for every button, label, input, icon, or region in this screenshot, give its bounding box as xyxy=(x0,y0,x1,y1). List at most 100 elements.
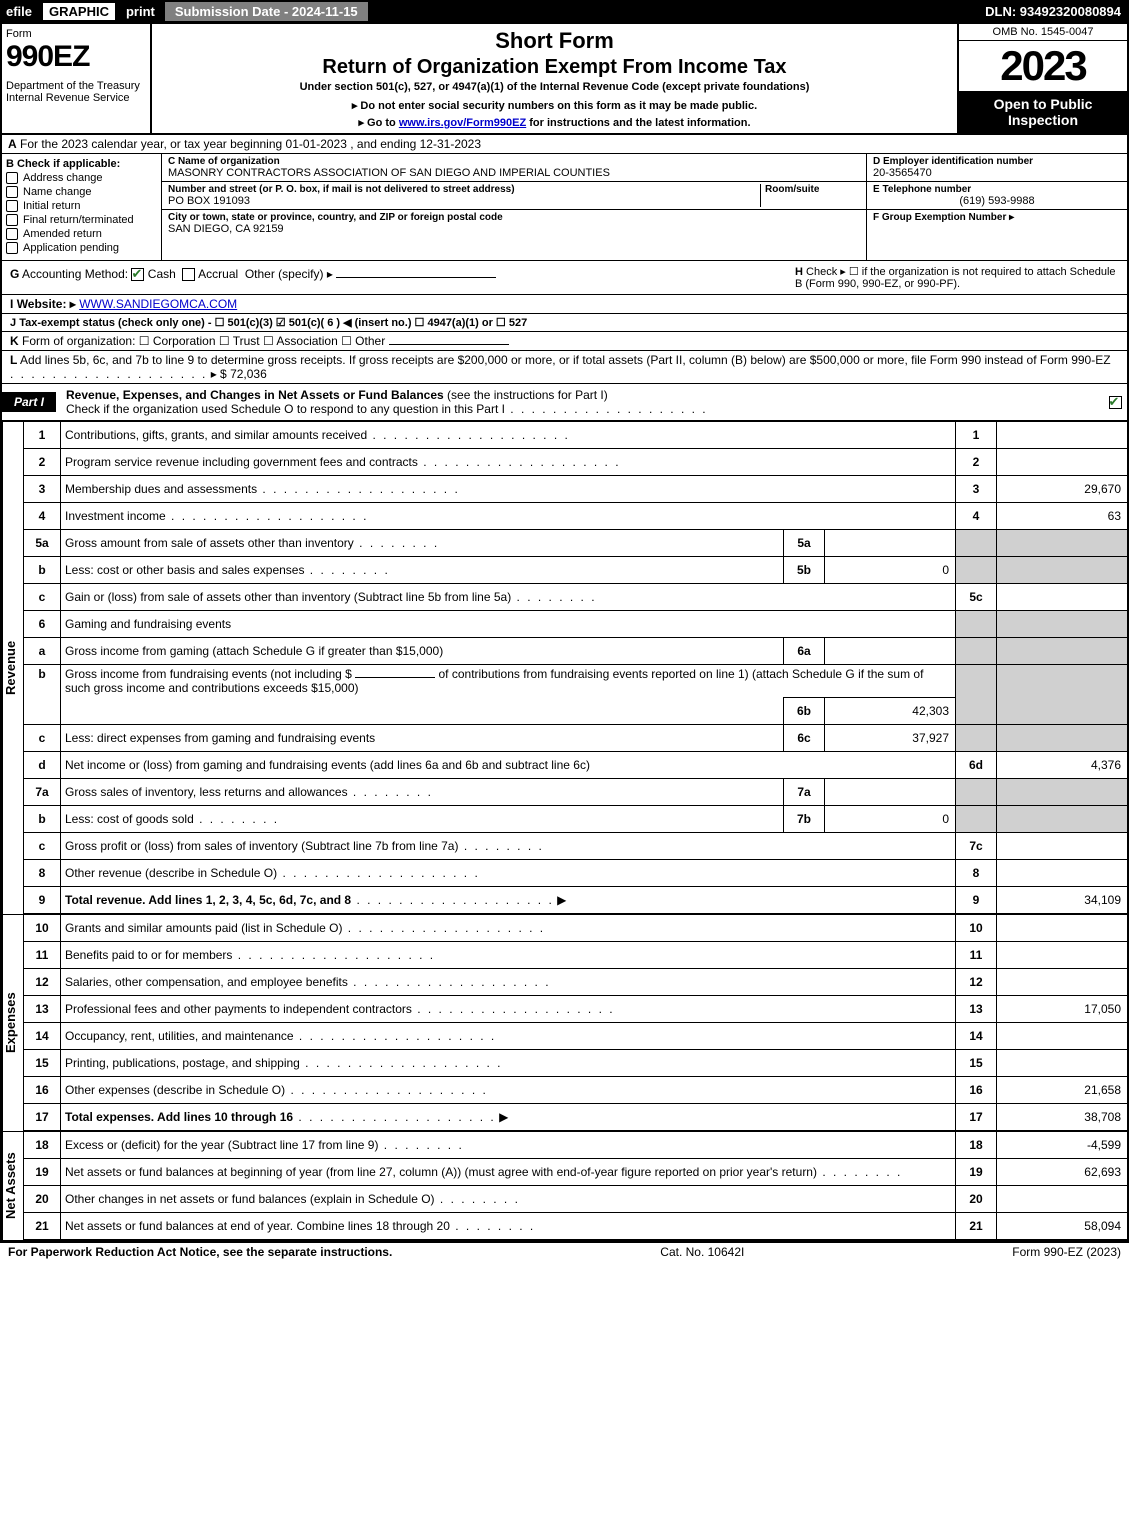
line-16: 16 Other expenses (describe in Schedule … xyxy=(24,1077,1127,1104)
row-a-text: For the 2023 calendar year, or tax year … xyxy=(20,137,481,151)
l2-amt xyxy=(997,449,1128,476)
goto-note: ▸ Go to www.irs.gov/Form990EZ for instru… xyxy=(156,116,953,129)
letter-l: L xyxy=(10,353,17,367)
chk-accrual[interactable] xyxy=(182,268,195,281)
l14-desc: Occupancy, rent, utilities, and maintena… xyxy=(65,1029,294,1043)
dln-label: DLN: 93492320080894 xyxy=(985,4,1129,19)
chk-final-return[interactable]: Final return/terminated xyxy=(6,214,157,226)
l7c-num: c xyxy=(24,833,61,860)
cash-label: Cash xyxy=(148,267,176,281)
row-i: I Website: ▸ WWW.SANDIEGOMCA.COM xyxy=(2,295,1127,314)
row-gh: G Accounting Method: Cash Accrual Other … xyxy=(2,261,1127,295)
l6-shade xyxy=(956,611,997,638)
l3-amt: 29,670 xyxy=(997,476,1128,503)
irs-label: Internal Revenue Service xyxy=(6,92,146,104)
l5b-desc: Less: cost or other basis and sales expe… xyxy=(65,563,304,577)
l7a-subval xyxy=(825,779,956,806)
chk-label-4: Amended return xyxy=(23,228,102,240)
chk-cash[interactable] xyxy=(131,268,144,281)
letter-c: C xyxy=(168,156,175,167)
l5b-shade xyxy=(956,557,997,584)
line-5b: b Less: cost or other basis and sales ex… xyxy=(24,557,1127,584)
l19-ref: 19 xyxy=(956,1159,997,1186)
c-room-label: Room/suite xyxy=(765,184,860,195)
b-label: Check if applicable: xyxy=(17,158,120,170)
l5a-num: 5a xyxy=(24,530,61,557)
line-19: 19 Net assets or fund balances at beginn… xyxy=(24,1159,1127,1186)
k-text: Form of organization: ☐ Corporation ☐ Tr… xyxy=(22,334,385,348)
l6-shade2 xyxy=(997,611,1128,638)
l6c-shade xyxy=(956,725,997,752)
l6d-ref: 6d xyxy=(956,752,997,779)
chk-initial-return[interactable]: Initial return xyxy=(6,200,157,212)
l8-desc: Other revenue (describe in Schedule O) xyxy=(65,866,277,880)
l12-amt xyxy=(997,969,1128,996)
l6b-num: b xyxy=(24,665,61,725)
website-link[interactable]: WWW.SANDIEGOMCA.COM xyxy=(79,297,237,311)
tax-year: 2023 xyxy=(959,41,1127,91)
l10-amt xyxy=(997,915,1128,942)
print-button[interactable]: print xyxy=(120,4,161,19)
l20-desc: Other changes in net assets or fund bala… xyxy=(65,1192,435,1206)
c-street-label: Number and street (or P. O. box, if mail… xyxy=(168,184,760,195)
line-1: 1 Contributions, gifts, grants, and simi… xyxy=(24,422,1127,449)
k-other-input[interactable] xyxy=(389,344,509,345)
l7b-num: b xyxy=(24,806,61,833)
l6b-subval: 42,303 xyxy=(825,698,956,725)
part1-checkbox[interactable] xyxy=(1109,396,1122,409)
l6d-num: d xyxy=(24,752,61,779)
other-input[interactable] xyxy=(336,277,496,278)
ein-val: 20-3565470 xyxy=(873,167,1121,179)
section-b: B Check if applicable: Address change Na… xyxy=(2,154,162,260)
chk-label-1: Name change xyxy=(23,186,92,198)
chk-label-2: Initial return xyxy=(23,200,80,212)
l21-ref: 21 xyxy=(956,1213,997,1240)
chk-amended-return[interactable]: Amended return xyxy=(6,228,157,240)
l6b-input[interactable] xyxy=(355,677,435,678)
chk-address-change[interactable]: Address change xyxy=(6,172,157,184)
h-text: Check ▸ ☐ if the organization is not req… xyxy=(795,266,1116,290)
line-3: 3 Membership dues and assessments 3 29,6… xyxy=(24,476,1127,503)
l2-num: 2 xyxy=(24,449,61,476)
l4-ref: 4 xyxy=(956,503,997,530)
l11-num: 11 xyxy=(24,942,61,969)
l16-ref: 16 xyxy=(956,1077,997,1104)
l9-ref: 9 xyxy=(956,887,997,914)
line-6c: c Less: direct expenses from gaming and … xyxy=(24,725,1127,752)
l-text: Add lines 5b, 6c, and 7b to line 9 to de… xyxy=(20,353,1111,367)
l21-desc: Net assets or fund balances at end of ye… xyxy=(65,1219,450,1233)
l6-desc: Gaming and fundraising events xyxy=(65,617,231,631)
line-9: 9 Total revenue. Add lines 1, 2, 3, 4, 5… xyxy=(24,887,1127,914)
l6c-desc: Less: direct expenses from gaming and fu… xyxy=(65,731,375,745)
chk-name-change[interactable]: Name change xyxy=(6,186,157,198)
line-14: 14 Occupancy, rent, utilities, and maint… xyxy=(24,1023,1127,1050)
l6d-amt: 4,376 xyxy=(997,752,1128,779)
l5c-num: c xyxy=(24,584,61,611)
l7a-sub: 7a xyxy=(784,779,825,806)
revenue-table: 1 Contributions, gifts, grants, and simi… xyxy=(24,421,1127,914)
part1-header: Part I Revenue, Expenses, and Changes in… xyxy=(2,384,1127,421)
l3-ref: 3 xyxy=(956,476,997,503)
l4-amt: 63 xyxy=(997,503,1128,530)
c-name-label: Name of organization xyxy=(178,156,280,167)
chk-application-pending[interactable]: Application pending xyxy=(6,242,157,254)
l16-desc: Other expenses (describe in Schedule O) xyxy=(65,1083,285,1097)
l18-num: 18 xyxy=(24,1132,61,1159)
l19-desc: Net assets or fund balances at beginning… xyxy=(65,1165,817,1179)
net-assets-side-label: Net Assets xyxy=(2,1131,24,1240)
irs-link[interactable]: www.irs.gov/Form990EZ xyxy=(399,117,526,129)
street-val: PO BOX 191093 xyxy=(168,195,760,207)
l14-num: 14 xyxy=(24,1023,61,1050)
l20-num: 20 xyxy=(24,1186,61,1213)
l7c-amt xyxy=(997,833,1128,860)
letter-f: F xyxy=(873,212,879,223)
l4-num: 4 xyxy=(24,503,61,530)
accrual-label: Accrual xyxy=(198,267,238,281)
part1-title: Revenue, Expenses, and Changes in Net As… xyxy=(66,388,444,402)
line-6a: a Gross income from gaming (attach Sched… xyxy=(24,638,1127,665)
line-2: 2 Program service revenue including gove… xyxy=(24,449,1127,476)
line-8: 8 Other revenue (describe in Schedule O)… xyxy=(24,860,1127,887)
line-17: 17 Total expenses. Add lines 10 through … xyxy=(24,1104,1127,1131)
header-right: OMB No. 1545-0047 2023 Open to Public In… xyxy=(957,24,1127,133)
omb-number: OMB No. 1545-0047 xyxy=(959,24,1127,41)
